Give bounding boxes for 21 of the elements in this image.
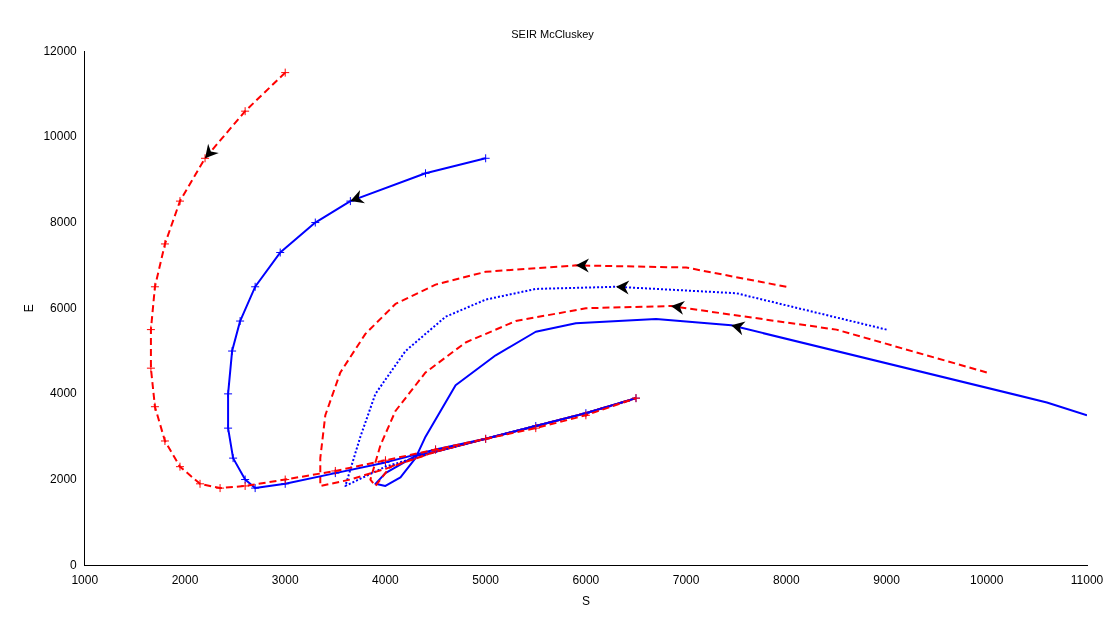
x-tick-label: 9000 — [873, 572, 901, 587]
x-tick-label: 2000 — [171, 572, 199, 587]
y-tick-label: 12000 — [43, 43, 78, 58]
x-tick-label: 10000 — [970, 572, 1004, 587]
x-tick-label: 6000 — [572, 572, 600, 587]
y-tick-label: 0 — [70, 557, 78, 572]
x-tick-label: 7000 — [672, 572, 700, 587]
x-tick-label: 1000 — [71, 572, 99, 587]
x-axis-title: S — [581, 594, 590, 609]
y-tick-label: 4000 — [50, 386, 78, 401]
x-tick-label: 11000 — [1070, 572, 1104, 587]
x-tick-label: 4000 — [372, 572, 400, 587]
y-tick-label: 2000 — [50, 471, 78, 486]
y-axis-title: E — [21, 304, 36, 313]
y-tick-label: 10000 — [43, 129, 78, 144]
y-tick-label: 6000 — [50, 300, 78, 315]
x-tick-label: 5000 — [472, 572, 500, 587]
y-tick-label: 8000 — [50, 214, 78, 229]
x-tick-label: 3000 — [271, 572, 299, 587]
chart-title: SEIR McCluskey — [511, 27, 595, 40]
x-tick-label: 8000 — [772, 572, 800, 587]
